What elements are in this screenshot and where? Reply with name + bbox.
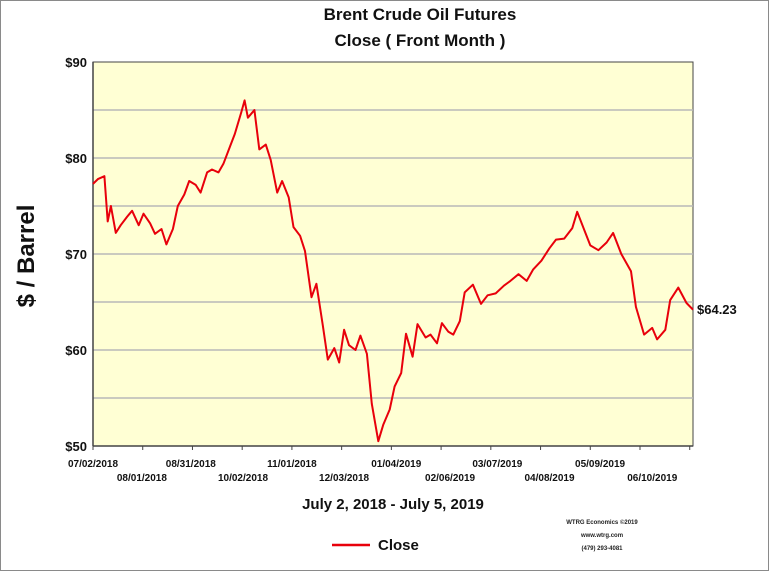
x-tick-label: 04/08/2019 — [524, 473, 574, 484]
y-axis-label: $ / Barrel — [13, 205, 40, 308]
x-tick-label: 08/01/2018 — [117, 473, 167, 484]
x-tick-label: 07/02/2018 — [68, 459, 118, 470]
credit-line-3: (479) 293-4081 — [581, 546, 623, 552]
x-tick-label: 01/04/2019 — [371, 459, 421, 470]
chart-subtitle: Close ( Front Month ) — [335, 31, 506, 50]
x-axis-label: July 2, 2018 - July 5, 2019 — [302, 496, 484, 513]
y-tick-label: $80 — [65, 151, 87, 166]
series-layer — [92, 99, 694, 443]
credit-block: WTRG Economics ©2019 www.wtrg.com (479) … — [566, 519, 638, 552]
legend-label-close: Close — [378, 537, 419, 554]
series-line-close — [92, 99, 694, 443]
credit-line-1: WTRG Economics ©2019 — [566, 519, 638, 526]
x-tick-label: 08/31/2018 — [166, 459, 216, 470]
x-tick-label: 02/06/2019 — [425, 473, 475, 484]
x-tick-label: 06/10/2019 — [627, 473, 677, 484]
y-tick-label: $90 — [65, 55, 87, 70]
y-tick-label: $60 — [65, 343, 87, 358]
x-tick-label: 12/03/2018 — [319, 473, 369, 484]
legend: Close — [332, 537, 419, 554]
chart-title: Brent Crude Oil Futures — [324, 5, 517, 24]
last-value-label: $64.23 — [697, 302, 737, 317]
x-tick-label: 03/07/2019 — [472, 459, 522, 470]
credit-line-2: www.wtrg.com — [580, 533, 623, 539]
y-tick-label: $50 — [65, 439, 87, 454]
x-tick-label: 10/02/2018 — [218, 473, 268, 484]
tick-labels: $90 $80 $70 $60 $50 07/02/2018 08/01/2018 08/31… — [65, 55, 677, 484]
y-tick-label: $70 — [65, 247, 87, 262]
x-tick-label: 05/09/2019 — [575, 459, 625, 470]
x-tick-label: 11/01/2018 — [267, 459, 317, 470]
axes — [92, 62, 693, 450]
